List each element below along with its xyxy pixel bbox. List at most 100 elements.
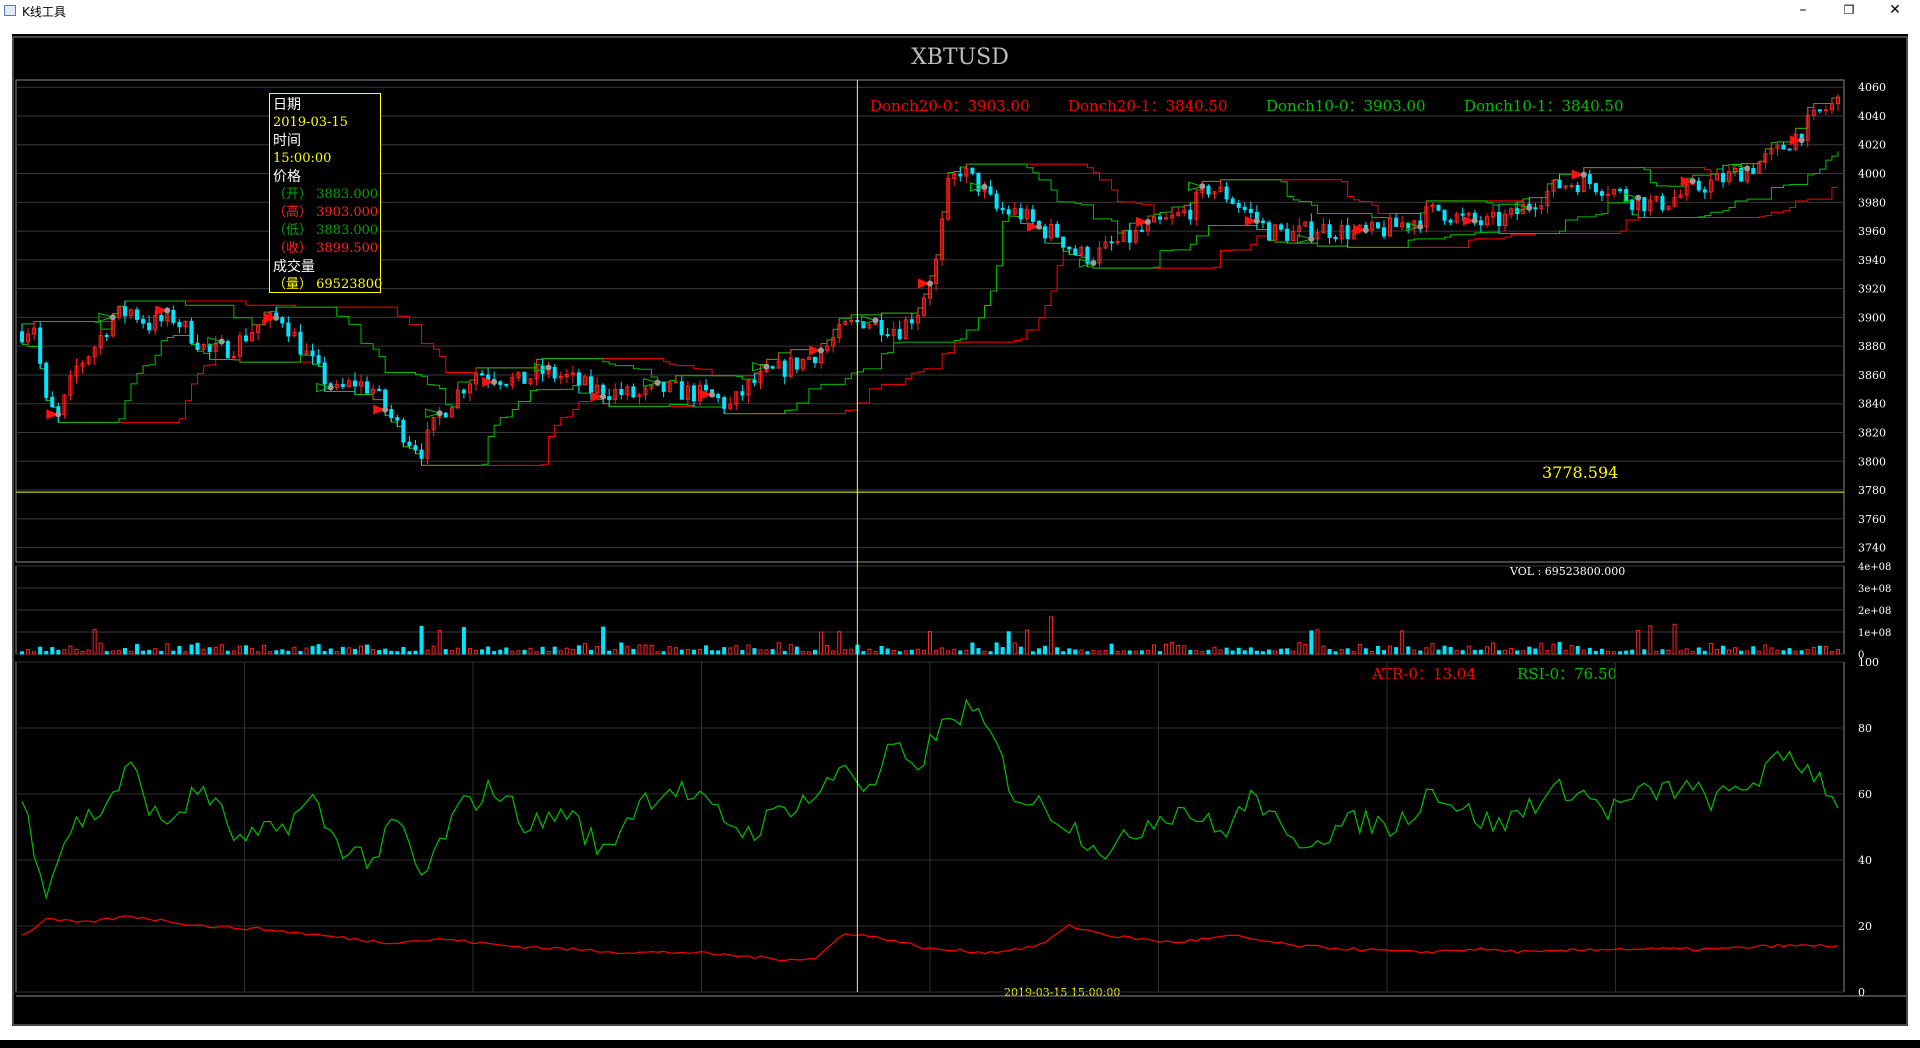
- volume-bar: [225, 650, 230, 655]
- candle-body: [44, 362, 49, 398]
- restore-icon[interactable]: ❐: [1843, 3, 1855, 17]
- volume-bar: [1139, 650, 1144, 655]
- volume-bar: [1266, 649, 1271, 655]
- volume-bar: [1460, 650, 1465, 655]
- volume-bar: [1357, 644, 1362, 655]
- candle-body: [1587, 174, 1592, 185]
- candle-body: [1684, 183, 1689, 196]
- candle-body: [897, 328, 902, 340]
- volume-bar: [1315, 629, 1320, 655]
- volume-bar: [522, 649, 527, 655]
- volume-bar: [32, 651, 37, 655]
- candle-body: [1006, 209, 1011, 215]
- y-tick-label: 3860: [1858, 369, 1886, 382]
- candle-body: [365, 381, 370, 394]
- volume-bar: [334, 651, 339, 655]
- volume-bar: [1509, 647, 1514, 655]
- candle-body: [891, 328, 896, 336]
- volume-bar: [250, 648, 255, 655]
- buy-flag-icon: [861, 315, 878, 326]
- candle-body: [455, 389, 460, 409]
- volume-bar: [1412, 649, 1417, 655]
- volume-bar: [1297, 642, 1302, 655]
- candle-body: [231, 355, 236, 359]
- y-tick-label: 3940: [1858, 254, 1886, 267]
- volume-bar: [1291, 650, 1296, 655]
- volume-bar: [679, 649, 684, 655]
- candle-body: [1696, 180, 1701, 191]
- candle-body: [1563, 185, 1568, 189]
- candle-body: [1158, 216, 1163, 220]
- volume-bar: [1527, 646, 1532, 655]
- volume-bar: [1067, 648, 1072, 655]
- volume-bar: [1497, 650, 1502, 655]
- minimize-icon[interactable]: –: [1799, 2, 1807, 18]
- volume-bar: [1787, 648, 1792, 655]
- close-icon[interactable]: ✕: [1889, 2, 1901, 18]
- candle-body: [1678, 194, 1683, 198]
- volume-bar: [752, 648, 757, 655]
- y-tick-label: 4040: [1858, 110, 1886, 123]
- tooltip-open: （开） 3883.000: [273, 187, 379, 202]
- candle-body: [728, 403, 733, 409]
- volume-bar: [1127, 650, 1132, 655]
- volume-bar: [1363, 648, 1368, 655]
- sell-flag-icon: [591, 391, 604, 402]
- candle-body: [510, 376, 515, 386]
- volume-bar: [1448, 646, 1453, 655]
- candle-body: [1351, 229, 1356, 240]
- candle-body: [1127, 230, 1132, 243]
- candle-body: [1757, 161, 1762, 174]
- volume-bar: [825, 645, 830, 655]
- volume-bar: [631, 648, 636, 655]
- tooltip-volume: （量） 69523800: [273, 277, 383, 292]
- volume-bar: [776, 642, 781, 655]
- candle-body: [528, 378, 533, 384]
- buy-flag-icon: [1732, 163, 1750, 174]
- candle-body: [371, 388, 376, 394]
- volume-bar: [831, 650, 836, 655]
- volume-bar: [891, 649, 896, 655]
- volume-bar: [867, 648, 872, 655]
- volume-bar: [625, 646, 630, 655]
- candle-body: [1291, 230, 1296, 241]
- volume-bar: [697, 648, 702, 655]
- volume-bar: [1781, 650, 1786, 655]
- candle-body: [74, 365, 79, 377]
- candle-body: [38, 327, 43, 364]
- candle-body: [1630, 199, 1635, 210]
- candle-body: [1279, 224, 1284, 230]
- volume-bar: [812, 649, 817, 655]
- volume-bar: [540, 646, 545, 655]
- volume-bar: [443, 649, 448, 655]
- candle-body: [1836, 96, 1840, 105]
- candle-body: [32, 327, 37, 335]
- volume-bar: [595, 646, 600, 655]
- volume-bar: [110, 650, 115, 655]
- candle-body: [1285, 228, 1290, 241]
- y-tick-label: 4060: [1858, 81, 1886, 94]
- volume-bar: [141, 650, 146, 655]
- volume-bar: [492, 650, 497, 655]
- volume-tick-label: 3e+08: [1858, 584, 1891, 595]
- volume-bar: [934, 650, 939, 655]
- candle-body: [1763, 153, 1768, 163]
- candle-body: [304, 350, 309, 355]
- volume-bar: [879, 645, 884, 655]
- volume-bar: [455, 647, 460, 655]
- volume-bar: [546, 651, 551, 655]
- candle-body: [1151, 216, 1156, 223]
- volume-bar: [964, 649, 969, 655]
- volume-bar: [1545, 650, 1550, 655]
- sell-flag-icon: [1680, 176, 1693, 187]
- candle-body: [1448, 219, 1453, 223]
- volume-bar: [177, 645, 182, 655]
- volume-bar: [1109, 643, 1114, 655]
- volume-bar: [1133, 650, 1138, 655]
- candle-body: [171, 309, 176, 323]
- candle-body: [256, 324, 261, 334]
- buy-flag-icon: [1078, 258, 1096, 268]
- volume-bar: [1557, 642, 1562, 655]
- candle-body: [159, 314, 164, 322]
- volume-bar: [1260, 651, 1265, 655]
